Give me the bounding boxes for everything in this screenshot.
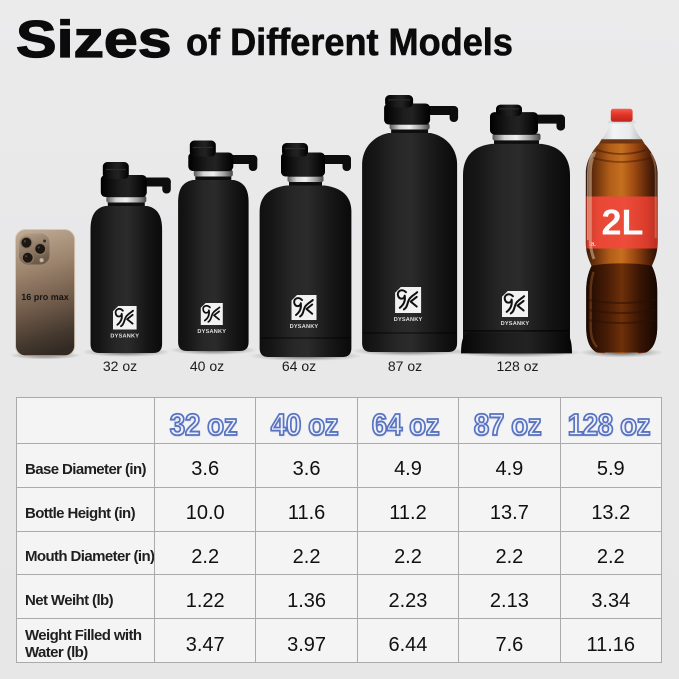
svg-text:16 pro max: 16 pro max xyxy=(21,292,69,302)
svg-text:2L: 2L xyxy=(591,242,597,247)
svg-text:DYSANKY: DYSANKY xyxy=(110,334,139,340)
svg-text:DYSANKY: DYSANKY xyxy=(501,321,530,327)
svg-text:DYSANKY: DYSANKY xyxy=(394,317,423,323)
svg-text:DYSANKY: DYSANKY xyxy=(197,329,226,335)
svg-text:2L: 2L xyxy=(601,202,643,243)
svg-text:DYSANKY: DYSANKY xyxy=(290,324,319,330)
